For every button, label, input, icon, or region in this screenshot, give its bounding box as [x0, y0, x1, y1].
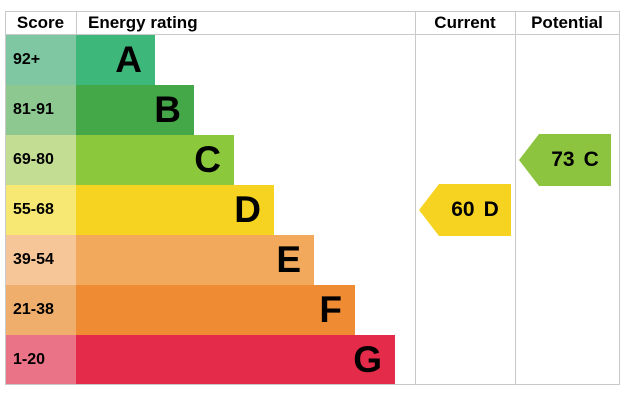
score-range-label: 39-54 — [13, 251, 54, 268]
potential-rating-arrow: 73 C — [519, 134, 611, 186]
potential-score-value: 73 — [551, 148, 575, 171]
band-letter-d: D — [234, 189, 261, 230]
header-divider-line — [5, 34, 620, 35]
current-rating-label: 60 D — [439, 184, 511, 236]
score-range-label: 55-68 — [13, 201, 54, 218]
energy-bar-g: G — [76, 335, 395, 385]
band-letter-e: E — [276, 239, 301, 280]
score-range-label: 1-20 — [13, 351, 46, 368]
potential-column-header: Potential — [531, 13, 603, 32]
score-cell-c: 69-80 — [6, 135, 76, 185]
score-cell-f: 21-38 — [6, 285, 76, 335]
current-score-value: 60 — [451, 198, 475, 221]
score-range-label: 81-91 — [13, 101, 54, 118]
score-cell-b: 81-91 — [6, 85, 76, 135]
left-arrow-shape — [519, 134, 611, 186]
band-letter-a: A — [115, 39, 142, 80]
energy-bar-b: B — [76, 85, 194, 135]
left-arrow-shape — [419, 184, 511, 236]
band-letter-b: B — [154, 89, 181, 130]
score-cell-g: 1-20 — [6, 335, 76, 385]
energy-bar-d: D — [76, 185, 274, 235]
score-range-label: 92+ — [13, 51, 41, 68]
divider-current-potential — [515, 11, 516, 385]
band-letter-f: F — [319, 289, 342, 330]
potential-arrow-polygon — [519, 134, 611, 186]
band-letter-g: G — [353, 339, 382, 380]
current-column-header: Current — [434, 13, 496, 32]
score-cell-d: 55-68 — [6, 185, 76, 235]
divider-rating-current — [415, 11, 416, 385]
energy-rating-column-header: Energy rating — [88, 13, 198, 32]
current-arrow-polygon — [419, 184, 511, 236]
score-column-header: Score — [16, 13, 65, 32]
energy-bar-f: F — [76, 285, 355, 335]
score-range-label: 69-80 — [13, 151, 54, 168]
energy-bar-e: E — [76, 235, 314, 285]
score-range-label: 21-38 — [13, 301, 54, 318]
potential-rating-label: 73 C — [539, 134, 611, 186]
energy-bar-a: A — [76, 35, 155, 85]
current-band-letter: D — [483, 198, 499, 221]
band-letter-c: C — [194, 139, 221, 180]
current-rating-arrow: 60 D — [419, 184, 511, 236]
energy-bar-c: C — [76, 135, 234, 185]
score-cell-e: 39-54 — [6, 235, 76, 285]
score-cell-a: 92+ — [6, 35, 76, 85]
potential-band-letter: C — [583, 148, 599, 171]
